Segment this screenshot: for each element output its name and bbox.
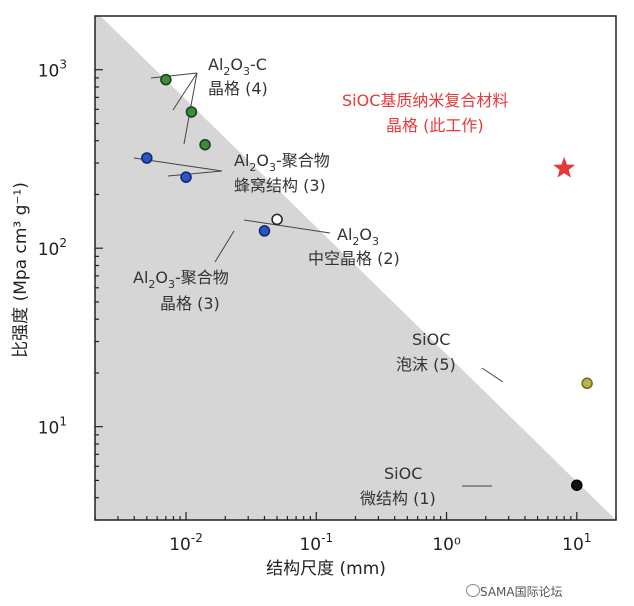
label-sioc-micro-line2: 微结构 (1) (360, 489, 436, 508)
label-al2o3-polymer-honeycomb: Al2O3-聚合物 (234, 151, 330, 174)
data-point (185, 106, 198, 118)
x-tick-label: 10-2 (169, 531, 203, 555)
label-al2o3-polymer-honeycomb-line2: 蜂窝结构 (3) (234, 176, 326, 195)
y-tick-label: 102 (38, 236, 67, 260)
x-tick-label: 101 (562, 531, 591, 555)
label-al2o3-polymer-lattice-line2: 晶格 (3) (160, 294, 220, 313)
axis-tick-labels: 10-2 10-1 10⁰ 101 101 102 103 (38, 58, 592, 555)
label-al2o3-hollow: Al2O3 (337, 225, 379, 248)
y-tick-label: 101 (38, 415, 67, 439)
label-al2o3-hollow-line2: 中空晶格 (2) (308, 249, 400, 268)
data-point (258, 225, 271, 237)
data-point (199, 138, 211, 151)
shaded-region (95, 16, 616, 520)
data-point (581, 377, 593, 390)
wechat-icon (466, 584, 480, 597)
axis-ticks (94, 15, 617, 521)
x-tick-label: 10⁰ (432, 535, 461, 555)
x-tick-label: 10-1 (299, 531, 333, 555)
y-tick-label: 103 (38, 58, 67, 82)
label-sioc-foam-line2: 泡沫 (5) (396, 355, 456, 374)
data-point (271, 213, 283, 226)
data-points (141, 73, 593, 491)
data-point (180, 171, 192, 183)
data-point (141, 152, 153, 164)
data-point (571, 479, 583, 491)
label-sioc-foam: SiOC (412, 330, 450, 349)
label-al2o3-c: Al2O3-C (208, 55, 267, 78)
label-al2o3-c-line2: 晶格 (4) (208, 79, 268, 98)
label-sioc-nanocomposite-line2: 晶格 (此工作) (386, 116, 484, 135)
data-point (160, 73, 172, 86)
data-point-star (553, 156, 576, 178)
y-axis-title: 比强度 (Mpa cm³ g⁻¹) (11, 182, 31, 358)
label-sioc-micro: SiOC (384, 464, 422, 483)
label-sioc-nanocomposite: SiOC基质纳米复合材料 (342, 91, 508, 110)
watermark: SAMA国际论坛 (480, 585, 563, 599)
label-al2o3-polymer-lattice: Al2O3-聚合物 (133, 268, 229, 291)
x-axis-title: 结构尺度 (mm) (266, 559, 386, 579)
